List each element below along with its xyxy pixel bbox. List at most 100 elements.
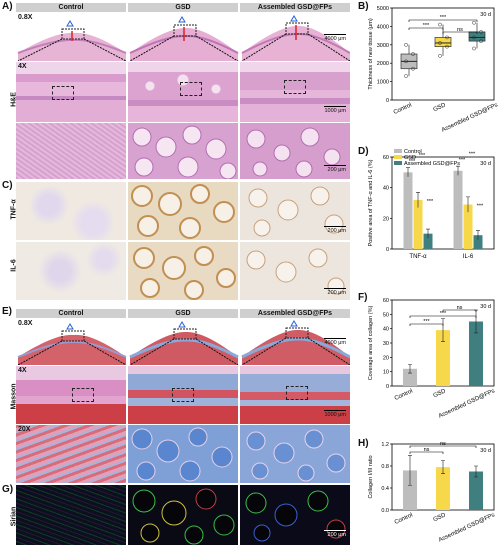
he-20x-assembled (240, 123, 350, 179)
scale-bar-c-1: 200 μm (300, 226, 346, 234)
plot-frame (391, 7, 495, 101)
data-point (438, 41, 442, 45)
y-tick-label: 1.2 (381, 442, 389, 448)
significance-bracket (409, 451, 444, 454)
significance-bracket (408, 19, 478, 22)
scale-bar-a-low: 4000 μm (300, 34, 346, 42)
bar (473, 235, 483, 249)
significance-label: ns (424, 447, 430, 453)
x-tick-label: Control (394, 388, 414, 402)
y-axis-label: Collagen I/III ratio (368, 455, 374, 498)
bar (413, 199, 423, 249)
magnification-label-a-mid: 4X (18, 63, 27, 70)
data-point (438, 22, 442, 27)
legend-swatch (394, 155, 402, 159)
error-bar (441, 460, 445, 474)
masson-overview-control (17, 323, 127, 365)
x-tick-label: Assembled GSD@FPs (441, 102, 499, 133)
column-header-control: Control (16, 3, 126, 12)
column-header-assembled-e: Assembled GSD@FPs (240, 309, 350, 318)
x-tick-label: Control (393, 102, 413, 116)
he-overview-row (17, 15, 350, 61)
roi-box (180, 82, 202, 96)
data-point (472, 35, 476, 40)
y-tick-label: 0 (386, 247, 389, 253)
error-bar (476, 230, 480, 240)
sirian-assembled (240, 485, 350, 545)
y-tick-label: 20 (383, 216, 389, 222)
panel-letter-h: H) (358, 438, 369, 449)
il6-control (16, 242, 126, 300)
data-point (472, 46, 476, 51)
error-bar (408, 455, 412, 486)
bar (463, 204, 473, 249)
column-header-gsd-e: GSD (128, 309, 238, 318)
chart-h-ratio: 0.0 0.4 0.8 1.2 Collagen I/III ratio 30 d ns ns… (368, 441, 496, 544)
significance-label: ns (457, 305, 463, 311)
magnification-label-e-low: 0.8X (18, 320, 33, 327)
tnf-assembled (240, 182, 350, 240)
y-tick-label: 0 (386, 384, 389, 390)
y-tick-label: 2000 (377, 61, 389, 67)
legend-swatch (394, 149, 402, 153)
data-point (472, 20, 476, 25)
sirian-gsd (128, 485, 238, 545)
time-annotation: 30 d (480, 448, 491, 454)
panel-letter-g: G) (2, 484, 14, 495)
error-bar (416, 191, 420, 208)
y-tick-label: 50 (383, 312, 389, 318)
masson-overview-gsd (129, 321, 239, 365)
he-overview-assembled (241, 15, 350, 61)
x-tick-label: TNF-α (409, 254, 427, 260)
tnf-control (16, 182, 126, 240)
panel-letter-c: C) (2, 180, 13, 191)
y-tick-label: 0.4 (381, 486, 389, 492)
bar (423, 233, 433, 249)
x-tick-label: Assembled GSD@FPs (438, 512, 496, 543)
chart-d-positive-area: 0 20 40 60 Positive area of TNF-α and IL-6 (… (368, 149, 495, 260)
masson-4x-assembled (240, 366, 350, 424)
legend-label: Control (404, 149, 422, 155)
he-4x-control (16, 62, 126, 122)
masson-4x-control (16, 366, 126, 424)
bar (436, 467, 450, 510)
data-point (479, 39, 483, 43)
il6-gsd (128, 242, 238, 300)
legend-label: GSD (404, 155, 416, 161)
roi-box (172, 388, 194, 402)
scale-bar-g: 200 μm (300, 530, 346, 538)
masson-20x-control (16, 425, 126, 483)
y-tick-label: 10 (383, 370, 389, 376)
x-tick-label: Control (394, 512, 414, 526)
masson-overview-row (17, 320, 350, 365)
error-bar (426, 228, 430, 239)
masson-overview-assembled (241, 320, 350, 365)
x-tick-label: GSD (433, 102, 448, 113)
plot-frame (391, 156, 495, 250)
roi-box (284, 80, 306, 94)
bar (403, 172, 413, 249)
y-tick-label: 40 (383, 186, 389, 192)
time-annotation: 30 d (480, 12, 491, 18)
bar (469, 321, 483, 386)
scale-bar-e-mid: 1000 μm (300, 410, 346, 418)
error-bar (456, 165, 460, 176)
significance-bracket (409, 315, 477, 318)
scale-bar-a-high: 200 μm (300, 165, 346, 173)
significance-label: *** (459, 158, 466, 164)
y-tick-label: 3000 (377, 43, 389, 49)
y-axis-label: Coverage area of collagen (%) (368, 306, 374, 381)
y-tick-label: 60 (383, 298, 389, 304)
box-body (434, 37, 452, 47)
significance-bracket (409, 445, 477, 448)
significance-label: *** (423, 319, 430, 325)
error-bar (441, 318, 445, 342)
he-4x-assembled (240, 62, 350, 122)
time-annotation: 30 d (480, 161, 491, 167)
significance-label: *** (409, 159, 416, 165)
masson-20x-assembled (240, 425, 350, 483)
sirian-control (16, 485, 126, 545)
x-tick-label: GSD (433, 512, 448, 523)
il6-assembled (240, 242, 350, 300)
